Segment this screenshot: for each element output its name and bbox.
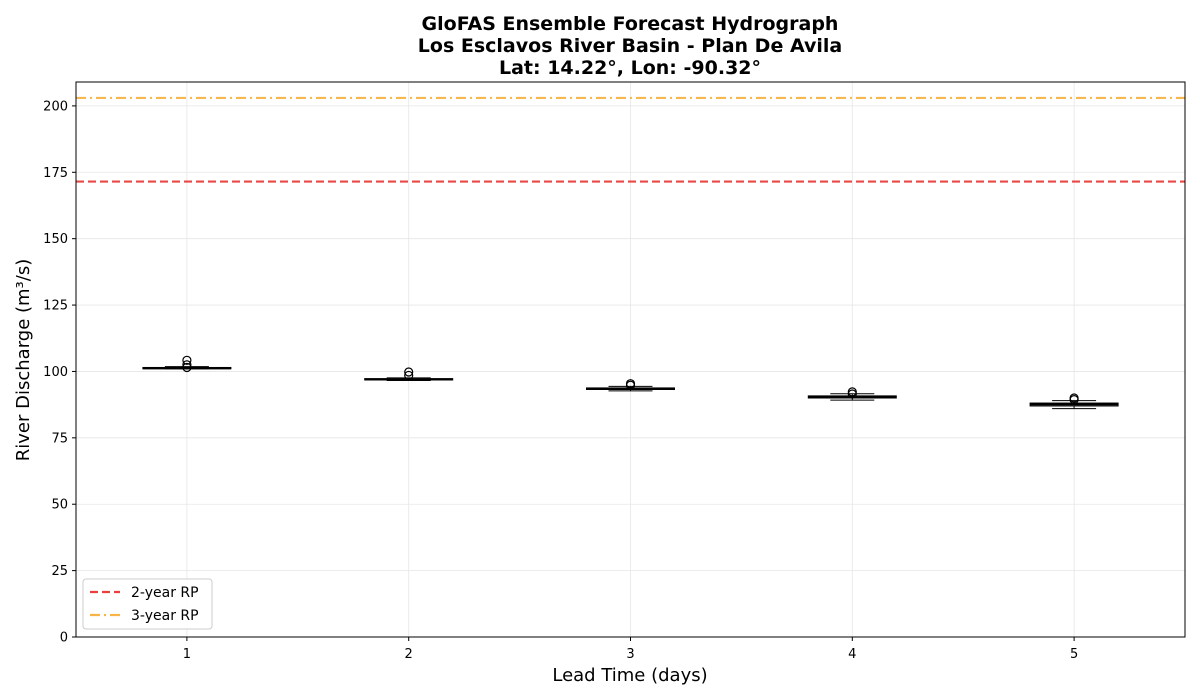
box-plot (142, 355, 232, 373)
grid (76, 82, 1185, 638)
title-line-1: GloFAS Ensemble Forecast Hydrograph (422, 13, 839, 35)
reference-lines (76, 96, 1185, 183)
y-tick-label: 100 (43, 365, 68, 380)
outlier-point (847, 387, 857, 397)
box-plot (586, 379, 675, 392)
box-plot (364, 367, 454, 381)
y-axis-ticks: 0 25 50 75 100 125 150 175 200 (43, 99, 76, 646)
outlier-point (404, 370, 414, 381)
x-tick-label: 4 (848, 647, 856, 662)
x-tick-label: 2 (405, 647, 413, 662)
outlier-point (625, 379, 636, 389)
x-axis-label: Lead Time (days) (552, 665, 707, 686)
x-tick-label: 1 (183, 647, 191, 662)
y-tick-label: 125 (43, 299, 68, 314)
outlier-point (182, 360, 192, 370)
y-tick-label: 75 (51, 431, 68, 446)
y-tick-label: 0 (60, 631, 68, 646)
box-plot (1029, 393, 1119, 410)
y-tick-label: 25 (51, 564, 68, 579)
x-axis-ticks: 1 2 3 4 5 (183, 637, 1078, 662)
outlier-point (404, 367, 414, 377)
chart-title: GloFAS Ensemble Forecast Hydrograph Los … (418, 13, 842, 79)
y-tick-label: 200 (43, 99, 68, 114)
outlier-point (182, 355, 192, 365)
outlier-point (1069, 393, 1079, 403)
legend-label: 3-year RP (131, 608, 199, 624)
legend: 2-year RP 3-year RP (82, 578, 213, 630)
legend-label: 2-year RP (131, 585, 199, 601)
outlier-point (182, 362, 192, 373)
x-tick-label: 3 (626, 647, 634, 662)
title-line-2: Los Esclavos River Basin - Plan De Avila (418, 35, 842, 57)
x-tick-label: 5 (1070, 647, 1078, 662)
box-plot (807, 387, 897, 401)
y-tick-label: 150 (43, 232, 68, 247)
y-tick-label: 50 (51, 498, 68, 513)
box-plots (142, 355, 1119, 410)
y-axis-label: River Discharge (m³/s) (13, 259, 34, 461)
title-line-3: Lat: 14.22°, Lon: -90.32° (499, 57, 761, 79)
y-tick-label: 175 (43, 166, 68, 181)
